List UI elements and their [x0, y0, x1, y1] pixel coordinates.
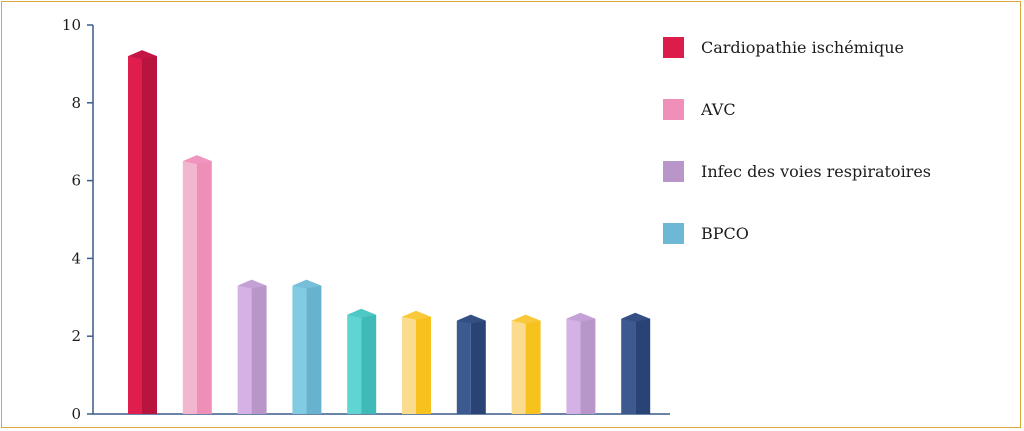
- bar-top-face: [237, 279, 267, 289]
- bar-front-face: [128, 56, 142, 415]
- y-tick-label: 4: [71, 249, 81, 267]
- bar: [621, 312, 651, 414]
- bar-top-face: [182, 155, 212, 165]
- bar-side-face: [580, 318, 596, 414]
- bar-front-face: [511, 320, 526, 414]
- bar-front-face: [182, 161, 197, 414]
- bar-top-face: [347, 308, 377, 318]
- legend-label: Infec des voies respiratoires: [701, 162, 931, 181]
- legend-label: Cardiopathie ischémique: [701, 38, 904, 57]
- legend-item: BPCO: [663, 223, 749, 244]
- legend-item: Cardiopathie ischémique: [663, 37, 904, 58]
- bar-top-face: [402, 310, 431, 320]
- bar-side-face: [470, 320, 486, 414]
- bar: [511, 314, 541, 414]
- bar-side-face: [361, 314, 377, 414]
- bar-front-face: [621, 318, 636, 414]
- bar-side-face: [142, 56, 157, 415]
- bar: [292, 279, 322, 414]
- bar-side-face: [251, 285, 267, 414]
- legend-item: AVC: [663, 99, 736, 120]
- bar-side-face: [306, 285, 322, 414]
- y-tick-label: 0: [71, 405, 81, 423]
- bar-side-face: [525, 320, 541, 414]
- bar-side-face: [416, 316, 431, 414]
- bar-top-face: [456, 314, 486, 324]
- y-tick-label: 10: [62, 16, 81, 34]
- bar-front-face: [237, 285, 252, 414]
- bar: [566, 312, 596, 414]
- bar-front-face: [456, 320, 471, 414]
- legend-swatch: [663, 223, 684, 244]
- bar-front-face: [292, 285, 307, 414]
- bar-side-face: [635, 318, 651, 414]
- bar-front-face: [347, 314, 362, 414]
- bar-top-face: [566, 312, 596, 322]
- legend-item: Infec des voies respiratoires: [663, 161, 931, 182]
- bar: [128, 50, 157, 415]
- y-tick-label: 2: [71, 327, 81, 345]
- legend-swatch: [663, 37, 684, 58]
- bar-top-face: [128, 50, 157, 60]
- bar: [182, 155, 212, 414]
- bar: [347, 308, 377, 414]
- legend-label: BPCO: [701, 224, 749, 243]
- legend-label: AVC: [700, 100, 736, 119]
- bar-side-face: [196, 161, 212, 414]
- bar-top-face: [292, 279, 322, 289]
- y-axis: 0 2 4 6 8 10: [62, 16, 94, 423]
- legend-swatch: [663, 99, 684, 120]
- bar-front-face: [402, 316, 416, 414]
- y-tick-label: 6: [71, 172, 81, 190]
- bar: [456, 314, 486, 414]
- legend-swatch: [663, 161, 684, 182]
- bar-front-face: [566, 318, 581, 414]
- legend: Cardiopathie ischémique AVC Infec des voie…: [663, 37, 931, 244]
- bar-top-face: [621, 312, 651, 322]
- bars: [128, 50, 651, 415]
- bar: [402, 310, 431, 414]
- bar-top-face: [511, 314, 541, 324]
- bar: [237, 279, 267, 414]
- y-tick-label: 8: [71, 94, 81, 112]
